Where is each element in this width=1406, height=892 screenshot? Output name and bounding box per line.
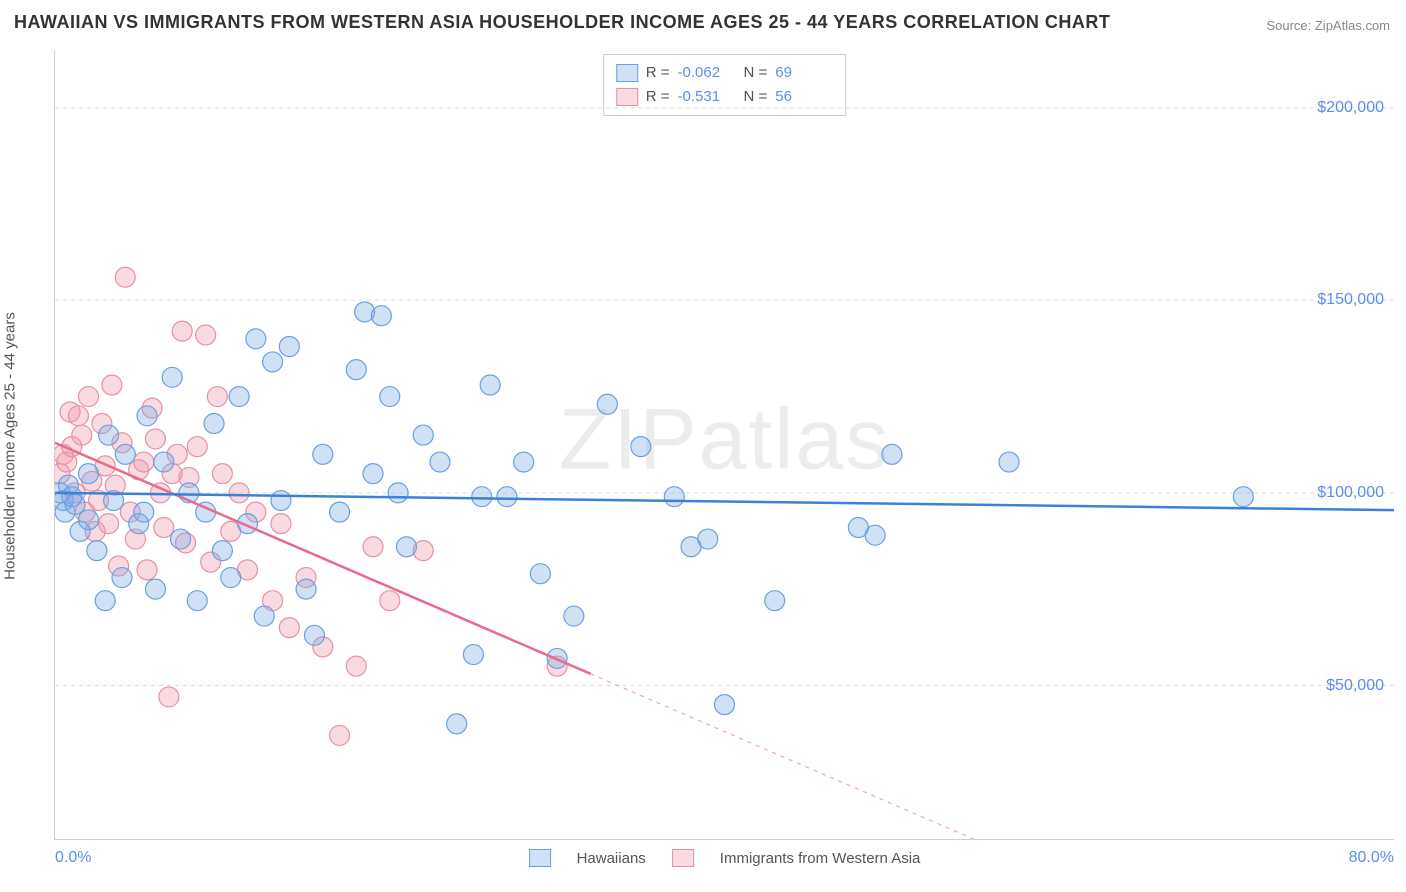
legend: Hawaiians Immigrants from Western Asia [529,849,921,867]
legend-swatch-pink [672,849,694,867]
plot-svg [55,50,1394,839]
y-tick-label: $200,000 [1317,99,1384,117]
x-axis-min-label: 0.0% [55,849,91,867]
source-text: Source: ZipAtlas.com [1266,18,1390,33]
y-tick-label: $150,000 [1317,291,1384,309]
chart-area: ZIPatlas R = -0.062 N = 69 R = -0.531 N … [54,50,1394,840]
y-tick-label: $50,000 [1326,677,1384,695]
y-tick-label: $100,000 [1317,484,1384,502]
legend-swatch-blue [529,849,551,867]
x-axis-max-label: 80.0% [1349,849,1394,867]
legend-label-blue: Hawaiians [577,850,646,867]
legend-label-pink: Immigrants from Western Asia [720,850,921,867]
y-axis-label: Householder Income Ages 25 - 44 years [2,312,19,580]
chart-title: HAWAIIAN VS IMMIGRANTS FROM WESTERN ASIA… [14,12,1110,33]
